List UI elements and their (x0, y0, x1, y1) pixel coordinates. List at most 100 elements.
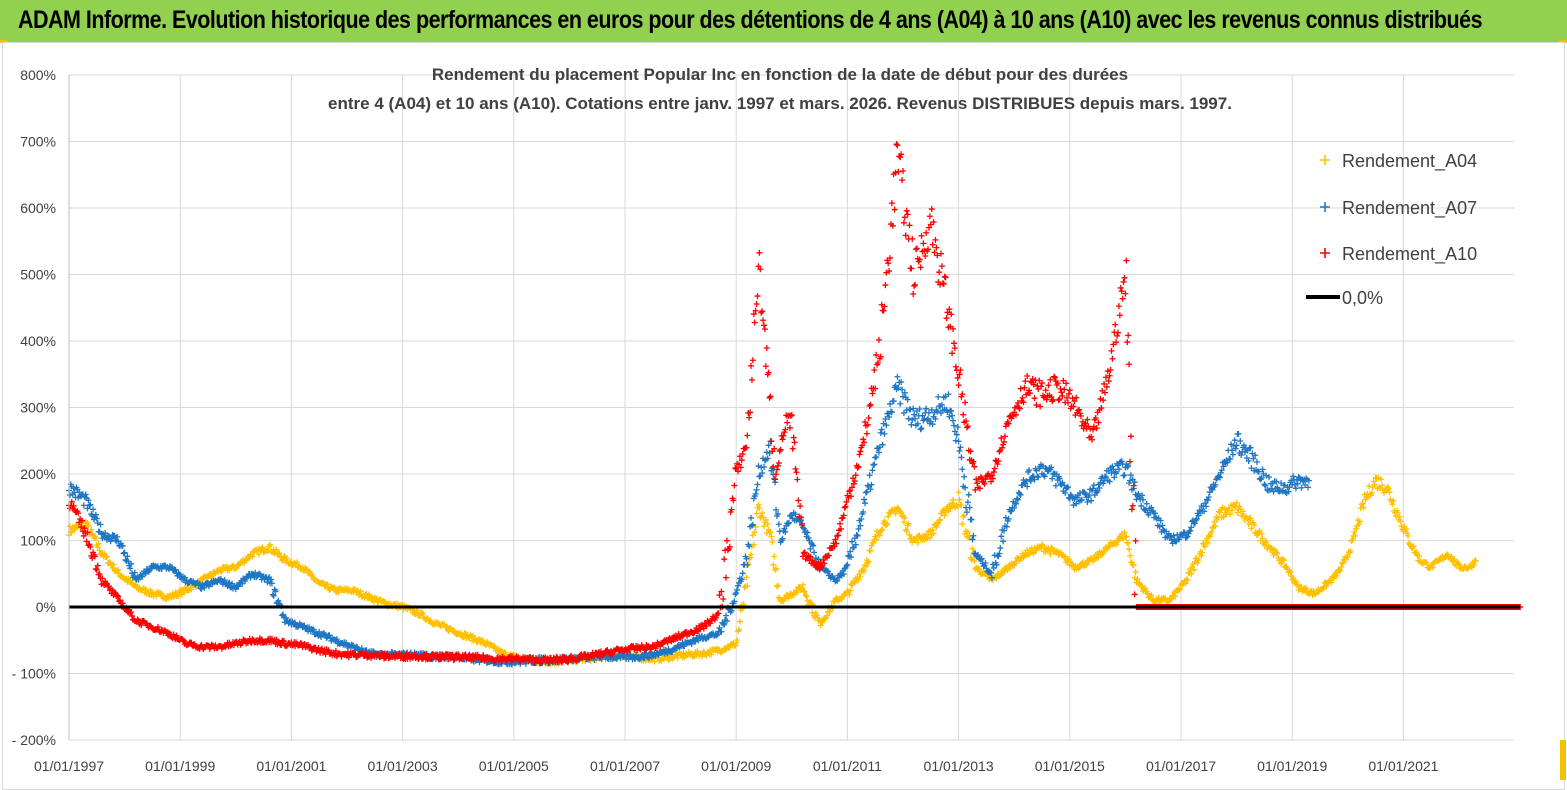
marker-a10 (492, 658, 499, 665)
marker-a10 (1013, 411, 1020, 418)
marker-a10 (936, 269, 943, 276)
marker-a04 (188, 586, 195, 593)
marker-a04 (971, 558, 978, 565)
marker-a04 (735, 626, 742, 633)
marker-a07 (1118, 458, 1125, 465)
marker-a10 (922, 253, 929, 260)
marker-a10 (837, 525, 844, 532)
marker-a04 (1079, 559, 1086, 566)
marker-a10 (855, 463, 862, 470)
marker-a07 (1224, 459, 1231, 466)
marker-a07 (998, 533, 1005, 540)
marker-a10 (948, 311, 955, 318)
marker-a07 (1176, 536, 1183, 543)
marker-a07 (723, 617, 730, 624)
marker-a07 (792, 511, 799, 518)
marker-a10 (306, 643, 313, 650)
marker-a04 (1208, 528, 1215, 535)
marker-a10 (1095, 419, 1102, 426)
marker-a07 (855, 526, 862, 533)
x-tick-label: 01/01/2005 (479, 758, 549, 774)
marker-a07 (1005, 515, 1012, 522)
header-bar: ADAM Informe. Evolution historique des p… (0, 0, 1567, 42)
marker-a10 (75, 510, 82, 517)
marker-a10 (893, 141, 900, 148)
marker-a04 (267, 541, 274, 548)
marker-a04 (801, 588, 808, 595)
marker-a10 (738, 457, 745, 464)
marker-a07 (1143, 500, 1150, 507)
marker-a07 (1250, 455, 1257, 462)
marker-a04 (1179, 581, 1186, 588)
marker-a04 (1049, 545, 1056, 552)
marker-a07 (1135, 490, 1142, 497)
y-tick-label: 800% (20, 67, 56, 83)
marker-a04 (918, 535, 925, 542)
marker-a10 (873, 351, 880, 358)
marker-a07 (964, 499, 971, 506)
marker-a04 (773, 583, 780, 590)
marker-a04 (71, 526, 78, 533)
marker-a10 (1029, 376, 1036, 383)
marker-a10 (1115, 303, 1122, 310)
marker-a10 (871, 366, 878, 373)
marker-a04 (1279, 556, 1286, 563)
marker-a10 (280, 637, 287, 644)
marker-a04 (736, 618, 743, 625)
marker-a10 (1001, 433, 1008, 440)
marker-a07 (748, 522, 755, 529)
marker-a04 (744, 583, 751, 590)
marker-a04 (363, 590, 370, 597)
page-title: ADAM Informe. Evolution historique des p… (18, 6, 1483, 34)
marker-a07 (932, 415, 939, 422)
marker-a10 (959, 391, 966, 398)
marker-a10 (970, 458, 977, 465)
marker-a04 (1247, 515, 1254, 522)
marker-a10 (83, 538, 90, 545)
marker-a04 (862, 563, 869, 570)
marker-a04 (1121, 529, 1128, 536)
legend-marker-a07 (1320, 202, 1330, 212)
marker-a10 (950, 325, 957, 332)
marker-a10 (1043, 396, 1050, 403)
marker-a10 (1076, 406, 1083, 413)
marker-a10 (173, 632, 180, 639)
marker-a10 (362, 649, 369, 656)
marker-a04 (708, 651, 715, 658)
marker-a07 (111, 532, 118, 539)
marker-a04 (1062, 553, 1069, 560)
marker-a10 (1084, 416, 1091, 423)
y-tick-label: 200% (20, 466, 56, 482)
marker-a07 (961, 473, 968, 480)
marker-a07 (1140, 496, 1147, 503)
marker-a07 (731, 598, 738, 605)
marker-a10 (847, 487, 854, 494)
marker-a10 (773, 466, 780, 473)
marker-a10 (913, 245, 920, 252)
marker-a10 (781, 429, 788, 436)
marker-a10 (1089, 426, 1096, 433)
marker-a10 (1103, 383, 1110, 390)
marker-a07 (1215, 473, 1222, 480)
marker-a10 (760, 317, 767, 324)
marker-a04 (158, 591, 165, 598)
marker-a10 (1037, 403, 1044, 410)
marker-a07 (888, 409, 895, 416)
marker-a07 (201, 584, 208, 591)
marker-a10 (763, 344, 770, 351)
marker-a04 (1451, 556, 1458, 563)
marker-a04 (1359, 500, 1366, 507)
marker-a04 (1344, 553, 1351, 560)
x-tick-label: 01/01/2007 (590, 758, 660, 774)
x-tick-label: 01/01/2003 (368, 758, 438, 774)
marker-a10 (982, 476, 989, 483)
marker-a10 (865, 414, 872, 421)
marker-a07 (957, 444, 964, 451)
marker-a07 (1259, 466, 1266, 473)
marker-a10 (842, 503, 849, 510)
marker-a07 (1181, 529, 1188, 536)
marker-a07 (269, 591, 276, 598)
marker-a07 (718, 628, 725, 635)
marker-a04 (1274, 549, 1281, 556)
marker-a04 (293, 559, 300, 566)
